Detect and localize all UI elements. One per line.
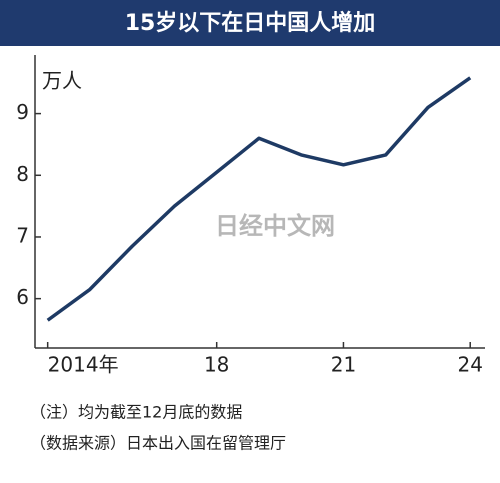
title-bar — [0, 0, 500, 46]
x-tick-label: 2014年 — [48, 353, 119, 377]
note: （数据来源）日本出入国在留管理厅 — [30, 434, 286, 453]
y-tick-label: 6 — [16, 285, 29, 309]
note: （注）均为截至12月底的数据 — [30, 403, 242, 422]
y-unit: 万人 — [42, 69, 82, 93]
chart-title: 15岁以下在日中国人增加 — [125, 10, 376, 36]
data-line — [46, 76, 472, 322]
watermark: 日经中文网 — [215, 212, 335, 240]
x-tick-label: 24 — [457, 353, 482, 377]
y-tick-label: 8 — [16, 162, 29, 186]
y-tick-label: 9 — [16, 100, 29, 124]
y-tick-label: 7 — [16, 223, 29, 247]
x-tick-label: 21 — [331, 353, 356, 377]
x-tick-label: 18 — [204, 353, 229, 377]
